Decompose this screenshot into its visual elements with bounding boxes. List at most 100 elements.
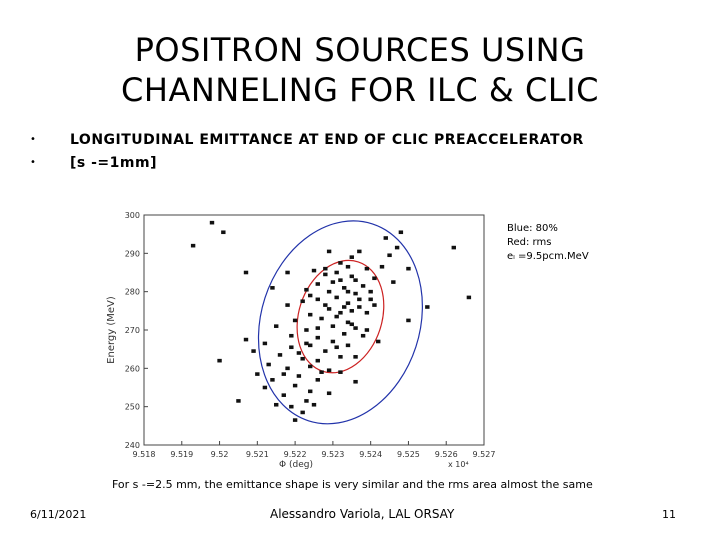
ellipse-80pct [257, 220, 423, 425]
bullet-text: [s -=1mm] [70, 154, 157, 171]
data-point [315, 326, 320, 330]
data-point [270, 286, 275, 290]
data-point [209, 220, 215, 225]
data-point [376, 339, 381, 344]
data-point [330, 339, 336, 344]
data-point [274, 402, 279, 407]
scatter-plot: 300 290 280 270 260 250 240 9.518 9.519 9.52 9.52… [106, 211, 495, 470]
data-point [285, 303, 290, 307]
data-point [217, 358, 222, 363]
data-point [300, 299, 305, 304]
plot-frame [143, 214, 485, 446]
y-tick-label: 260 [125, 364, 140, 373]
data-point [251, 349, 256, 353]
data-point [368, 289, 373, 294]
data-point [342, 286, 347, 290]
data-point [300, 356, 305, 361]
data-point [338, 310, 343, 315]
y-tick-label: 250 [125, 403, 140, 412]
data-point [292, 383, 298, 388]
data-point [345, 301, 351, 305]
data-point [338, 261, 343, 265]
data-point [190, 243, 196, 248]
data-point [334, 270, 339, 275]
data-point [345, 343, 351, 348]
data-point [334, 295, 339, 300]
data-point [285, 366, 290, 371]
data-point [334, 345, 339, 350]
data-point [338, 355, 343, 359]
x-tick-label: 9.526 [435, 450, 458, 459]
data-point [338, 370, 343, 374]
data-point [357, 249, 362, 254]
legend-emittance: eₗ =9.5pcm.MeV [507, 251, 589, 262]
data-point [315, 335, 320, 340]
data-point [349, 322, 354, 327]
y-tick-label: 280 [125, 288, 140, 297]
data-point [349, 255, 354, 259]
data-point [334, 314, 339, 319]
data-point [372, 276, 377, 281]
legend-80: Blue: 80% [507, 223, 558, 234]
x-axis-label: Φ (deg) [279, 460, 313, 470]
data-point [372, 303, 377, 307]
bullet-dot-icon: • [30, 134, 36, 145]
data-point [338, 278, 343, 282]
data-point [345, 289, 351, 294]
data-point [315, 358, 320, 363]
data-point [262, 385, 268, 390]
data-point [274, 324, 279, 328]
data-point [330, 324, 336, 328]
x-tick-label: 9.521 [246, 450, 269, 459]
bullet-list: • LONGITUDINAL EMITTANCE AT END OF CLIC … [30, 128, 690, 174]
data-point [266, 362, 271, 367]
data-point [326, 307, 332, 311]
data-point [368, 297, 373, 302]
data-point [323, 349, 328, 353]
data-point [323, 303, 328, 307]
data-point [353, 291, 358, 296]
data-point [315, 297, 320, 302]
data-point [292, 318, 298, 323]
y-tick-label: 270 [125, 326, 140, 335]
data-point [308, 343, 313, 348]
title-line-1: POSITRON SOURCES USING [134, 31, 586, 69]
x-axis-multiplier: x 10⁴ [448, 460, 469, 469]
data-point [311, 402, 317, 407]
data-point [292, 418, 298, 422]
data-point [270, 378, 275, 382]
data-point [466, 295, 472, 300]
data-point [345, 320, 351, 325]
data-point [262, 341, 268, 346]
data-point [326, 289, 332, 294]
title-line-2: CHANNELING FOR ILC & CLIC [121, 71, 599, 109]
data-point [345, 264, 351, 269]
data-point [296, 374, 302, 378]
data-point [289, 333, 294, 338]
plot-legend: Blue: 80% Red: rms eₗ =9.5pcm.MeV [507, 222, 589, 264]
footer-date: 6/11/2021 [30, 508, 87, 521]
data-point [357, 305, 362, 309]
data-point [221, 230, 226, 235]
bullet-dot-icon: • [30, 157, 36, 168]
data-point [394, 245, 400, 250]
x-tick-label: 9.522 [284, 450, 307, 459]
y-tick-label: 290 [125, 249, 140, 258]
data-point [342, 332, 347, 336]
data-point [296, 351, 302, 355]
data-point [353, 355, 358, 359]
data-point [315, 282, 320, 286]
footer-author: Alessandro Variola, LAL ORSAY [270, 507, 455, 521]
data-point [323, 272, 328, 277]
x-tick-label: 9.523 [321, 450, 344, 459]
bullet-item: • LONGITUDINAL EMITTANCE AT END OF CLIC … [30, 128, 690, 151]
data-point [379, 264, 385, 269]
data-point [311, 268, 317, 273]
data-point [315, 378, 320, 382]
figure-caption: For s -=2.5 mm, the emittance shape is v… [112, 478, 593, 491]
data-point [364, 328, 370, 332]
data-point [391, 280, 396, 284]
data-point [425, 305, 430, 309]
data-point [319, 370, 324, 374]
data-point [243, 270, 249, 275]
